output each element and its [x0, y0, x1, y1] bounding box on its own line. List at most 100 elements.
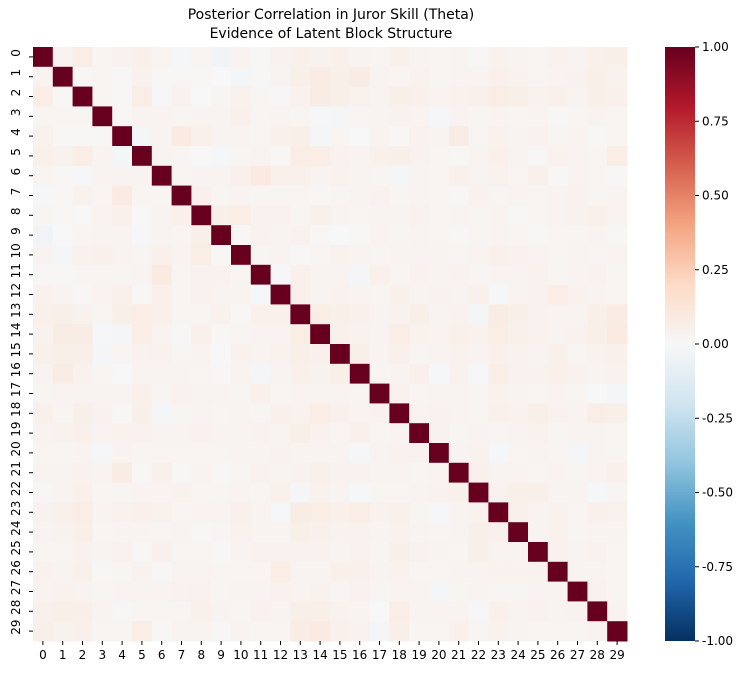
- heatmap-cell-9-22: [468, 225, 489, 246]
- heatmap-cell-4-7: [171, 126, 192, 147]
- heatmap-cell-13-14: [310, 304, 331, 325]
- heatmap-cell-11-28: [587, 264, 608, 286]
- heatmap-cell-14-10: [231, 324, 252, 345]
- heatmap-cell-19-26: [547, 423, 569, 444]
- heatmap-cell-17-19: [409, 383, 430, 404]
- y-tick-label: 7: [9, 188, 23, 196]
- heatmap-cell-18-11: [250, 403, 272, 424]
- heatmap-cell-4-17: [369, 126, 390, 147]
- heatmap-cell-4-29: [607, 126, 628, 147]
- heatmap-cell-4-23: [488, 126, 509, 147]
- heatmap-cell-17-2: [72, 383, 93, 404]
- heatmap-cell-3-0: [33, 106, 54, 127]
- heatmap-cell-2-23: [488, 86, 509, 107]
- x-tick-label: 27: [570, 648, 585, 662]
- heatmap-cell-19-27: [567, 423, 588, 444]
- heatmap-cell-20-17: [369, 443, 390, 464]
- heatmap-cell-18-27: [567, 403, 588, 424]
- heatmap-cell-10-7: [171, 245, 192, 266]
- heatmap-cell-15-12: [270, 344, 291, 365]
- heatmap-cell-2-19: [409, 86, 430, 107]
- heatmap-cell-8-24: [508, 205, 529, 226]
- heatmap-cell-26-14: [310, 561, 331, 583]
- heatmap-cell-19-14: [310, 423, 331, 444]
- heatmap-cell-12-11: [250, 284, 272, 305]
- heatmap-cell-8-14: [310, 205, 331, 226]
- heatmap-cell-29-29: [607, 621, 628, 642]
- heatmap-cell-25-10: [231, 542, 252, 563]
- heatmap-cell-12-25: [528, 284, 549, 305]
- y-tick-label: 22: [9, 481, 23, 496]
- heatmap-cell-26-16: [349, 561, 371, 583]
- x-tick-label: 21: [451, 648, 466, 662]
- x-tick-label: 15: [332, 648, 347, 662]
- heatmap-cell-19-8: [191, 423, 212, 444]
- heatmap-cell-25-9: [211, 542, 232, 563]
- heatmap-cell-0-19: [409, 47, 430, 68]
- heatmap-cell-3-19: [409, 106, 430, 127]
- heatmap-cell-15-26: [547, 344, 569, 365]
- heatmap-cell-8-15: [330, 205, 351, 226]
- heatmap-cell-13-13: [290, 304, 311, 325]
- heatmap-cell-1-12: [270, 66, 291, 88]
- heatmap-cell-13-19: [409, 304, 430, 325]
- heatmap-cell-1-2: [72, 66, 93, 88]
- heatmap-cell-10-20: [429, 245, 450, 266]
- heatmap-cell-27-16: [349, 581, 371, 602]
- heatmap-cell-23-0: [33, 502, 54, 523]
- heatmap-cell-16-25: [528, 363, 549, 385]
- y-tick-label: 10: [9, 243, 23, 258]
- heatmap-cell-5-13: [290, 146, 311, 167]
- heatmap-cell-26-3: [92, 561, 113, 583]
- heatmap-cell-1-15: [330, 66, 351, 88]
- heatmap-cell-13-10: [231, 304, 252, 325]
- heatmap-cell-21-24: [508, 462, 529, 484]
- heatmap-cell-24-0: [33, 522, 54, 543]
- heatmap-cell-26-27: [567, 561, 588, 583]
- heatmap-cell-25-18: [389, 542, 410, 563]
- heatmap-cell-4-20: [429, 126, 450, 147]
- heatmap-cell-7-15: [330, 185, 351, 206]
- heatmap-cell-22-25: [528, 482, 549, 503]
- heatmap-cell-18-0: [33, 403, 54, 424]
- heatmap-cell-20-25: [528, 443, 549, 464]
- x-tick-label: 23: [491, 648, 506, 662]
- heatmap-cell-0-22: [468, 47, 489, 68]
- heatmap-cell-5-15: [330, 146, 351, 167]
- heatmap-cell-16-3: [92, 363, 113, 385]
- heatmap-cell-7-2: [72, 185, 93, 206]
- heatmap-cell-3-6: [151, 106, 173, 127]
- y-tick-label: 17: [9, 382, 23, 397]
- x-tick-label: 7: [178, 648, 186, 662]
- heatmap-cell-0-2: [72, 47, 93, 68]
- heatmap-cell-12-4: [112, 284, 133, 305]
- heatmap-cell-17-5: [132, 383, 153, 404]
- heatmap-cell-24-1: [52, 522, 74, 543]
- heatmap-cell-29-17: [369, 621, 390, 642]
- heatmap-cell-4-13: [290, 126, 311, 147]
- heatmap-cell-17-20: [429, 383, 450, 404]
- heatmap-cell-23-14: [310, 502, 331, 523]
- heatmap-cell-15-19: [409, 344, 430, 365]
- heatmap-cell-28-21: [448, 601, 470, 622]
- heatmap-cell-1-3: [92, 66, 113, 88]
- heatmap-cell-25-3: [92, 542, 113, 563]
- heatmap-cell-23-19: [409, 502, 430, 523]
- heatmap-cell-24-18: [389, 522, 410, 543]
- heatmap-cell-16-14: [310, 363, 331, 385]
- x-tick-label: 9: [217, 648, 225, 662]
- heatmap-cell-9-6: [151, 225, 173, 246]
- heatmap-cell-17-9: [211, 383, 232, 404]
- heatmap-cell-8-11: [250, 205, 272, 226]
- heatmap-cell-16-15: [330, 363, 351, 385]
- heatmap-cell-28-16: [349, 601, 371, 622]
- heatmap-cell-14-3: [92, 324, 113, 345]
- heatmap-cell-26-22: [468, 561, 489, 583]
- heatmap-cell-11-11: [250, 264, 272, 286]
- heatmap-cell-5-27: [567, 146, 588, 167]
- heatmap-cell-20-13: [290, 443, 311, 464]
- heatmap-cell-29-25: [528, 621, 549, 642]
- heatmap-cell-1-11: [250, 66, 272, 88]
- heatmap-cell-29-24: [508, 621, 529, 642]
